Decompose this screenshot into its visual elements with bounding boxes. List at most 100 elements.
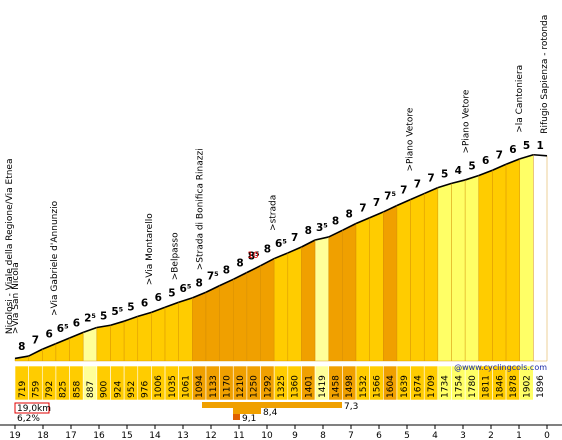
profile-outline: [301, 239, 316, 248]
gradient-label: 8: [346, 209, 353, 221]
profile-segment: [369, 211, 384, 362]
gradient-label: 6: [45, 329, 52, 341]
gradient-label: 4: [455, 165, 462, 177]
legend-bar-label: 7,3: [344, 402, 358, 412]
altitude-label: 1566: [372, 375, 382, 398]
place-label: >strada: [268, 195, 278, 231]
altitude-label: 1896: [536, 375, 546, 398]
altitude-label: 1401: [304, 375, 314, 398]
altitude-label: 1811: [482, 375, 492, 398]
altitude-label: 1094: [195, 375, 205, 398]
km-tick-label: 5: [404, 431, 410, 440]
gradient-label: 6: [141, 297, 148, 309]
profile-outline: [246, 264, 261, 274]
gradient-label: 5: [127, 301, 134, 313]
profile-outline: [55, 337, 70, 345]
altitude-label: 759: [31, 381, 41, 398]
gradient-label: 5: [468, 161, 475, 173]
profile-segment: [314, 236, 329, 362]
legend-distance: 19,0km: [17, 404, 51, 414]
km-tick-label: 18: [37, 431, 49, 440]
profile-segment: [464, 175, 479, 362]
profile-segment: [205, 285, 220, 362]
place-label: >la Cantoniera: [515, 65, 525, 133]
gradient-label: 8: [264, 244, 271, 256]
profile-segment: [424, 187, 439, 362]
legend-bar: [233, 414, 240, 420]
altitude-label: 792: [45, 381, 55, 398]
place-label: Nicolosi - Viale della Regione/Via Etnea: [5, 159, 15, 335]
profile-segment: [451, 179, 466, 362]
km-tick-label: 14: [149, 431, 161, 440]
gradient-label: 7: [373, 197, 380, 209]
gradient-label: 5: [168, 287, 175, 299]
gradient-label: 6⁵: [57, 323, 69, 335]
credit-label: @www.cyclingcols.com: [454, 363, 547, 372]
km-tick-label: 7: [348, 431, 354, 440]
profile-outline: [478, 169, 493, 177]
gradient-label: 7: [291, 232, 298, 244]
profile-segment: [246, 265, 261, 362]
profile-segment: [396, 199, 411, 362]
profile-outline: [369, 211, 384, 219]
profile-outline: [437, 182, 452, 189]
profile-segment: [328, 229, 343, 362]
legend-avg-gradient: 6,2%: [17, 414, 40, 424]
legend-bar: [233, 408, 261, 414]
km-tick-label: 17: [65, 431, 76, 440]
profile-outline: [287, 246, 302, 254]
profile-outline: [14, 355, 29, 360]
profile-outline: [205, 284, 220, 293]
profile-segment: [342, 223, 357, 362]
km-tick-label: 2: [488, 431, 494, 440]
profile-segment: [273, 252, 289, 362]
gradient-label: 7⁵: [384, 190, 396, 202]
profile-outline: [328, 229, 343, 238]
profile-segment: [301, 239, 316, 362]
km-tick-label: 0: [544, 431, 550, 440]
profile-outline: [28, 348, 43, 357]
profile-outline: [164, 301, 179, 308]
profile-segment: [410, 193, 425, 362]
profile-outline: [342, 222, 357, 232]
profile-outline: [82, 326, 98, 334]
altitude-label: 1639: [400, 375, 410, 398]
altitude-label: 858: [72, 381, 82, 398]
gradient-label: 7: [359, 203, 366, 215]
gradient-label: 6: [155, 292, 162, 304]
gradient-label: 6: [509, 144, 516, 156]
altitude-label: 1419: [318, 375, 328, 398]
km-tick-label: 3: [460, 431, 466, 440]
gradient-label: 8: [305, 225, 312, 237]
place-label: >Via Gabriele d'Annunzio: [50, 200, 60, 316]
profile-segment: [492, 163, 507, 362]
profile-segment: [219, 279, 234, 362]
gradient-label: 5: [100, 310, 107, 322]
altitude-label: 1780: [468, 375, 478, 398]
profile-outline: [151, 306, 166, 314]
profile-segment: [383, 205, 398, 362]
altitude-label: 1674: [413, 375, 423, 398]
profile-segment: [437, 183, 452, 362]
profile-segment: [355, 217, 370, 362]
profile-segment: [192, 291, 207, 362]
gradient-label: 5: [523, 140, 530, 152]
altitude-label: 1754: [454, 375, 464, 398]
km-tick-label: 6: [376, 431, 382, 440]
gradient-label: 1: [537, 140, 544, 152]
legend-bar-label: 9,1: [242, 414, 256, 424]
profile-segment: [478, 169, 493, 362]
profile-outline: [382, 204, 398, 213]
profile-outline: [192, 291, 207, 299]
profile-outline: [123, 315, 139, 322]
place-label: >Piano Vetore: [462, 89, 472, 153]
gradient-label: 7⁵: [207, 271, 219, 283]
profile-outline: [69, 331, 84, 339]
profile-outline: [219, 278, 234, 287]
altitude-label: 1006: [154, 375, 164, 398]
legend-distance-box: [14, 402, 50, 414]
gradient-label: 6⁵: [275, 238, 287, 250]
profile-segment: [260, 258, 275, 362]
